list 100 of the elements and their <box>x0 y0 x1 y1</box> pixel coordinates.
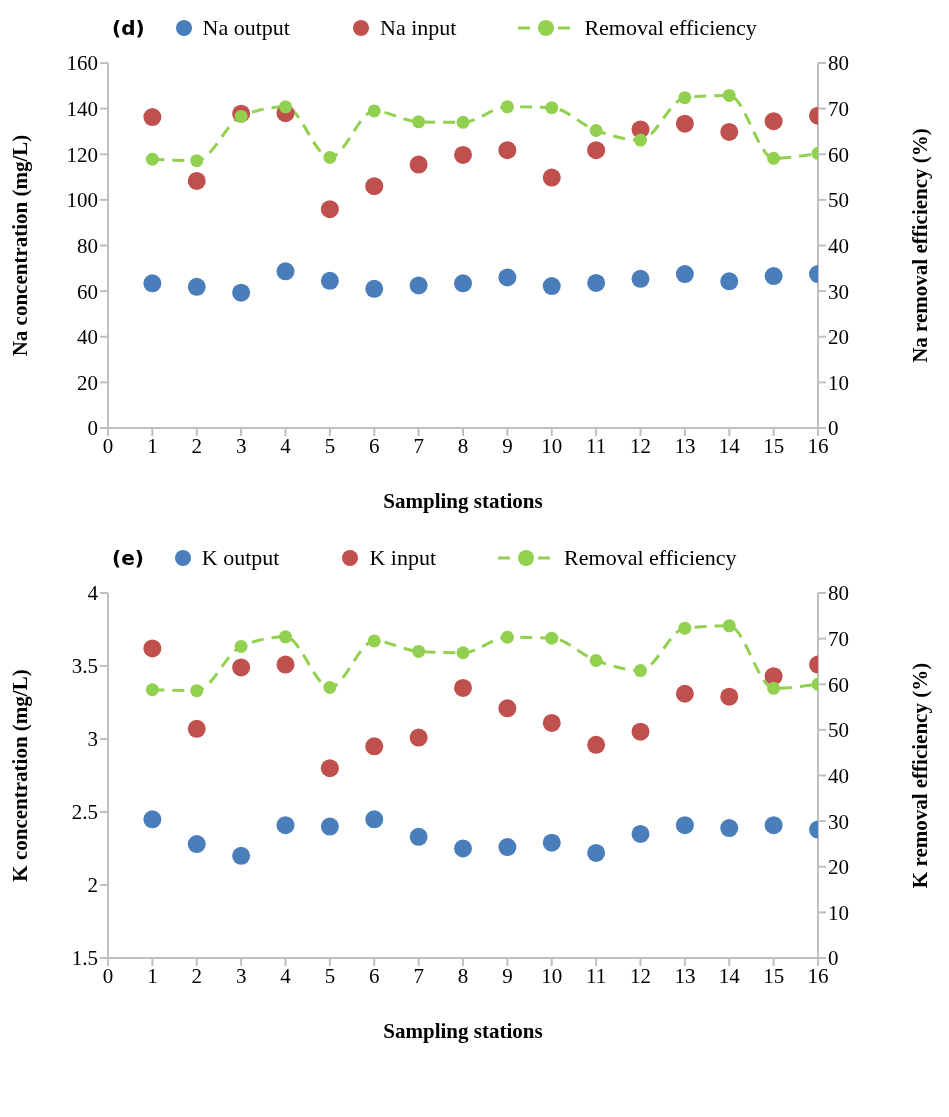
y-tick-label: 3.5 <box>71 654 98 679</box>
point <box>498 699 517 718</box>
point <box>767 151 781 165</box>
x-tick-label: 6 <box>369 963 380 988</box>
point <box>323 150 337 164</box>
point <box>542 713 561 732</box>
y2-tick-label: 0 <box>828 416 839 441</box>
point <box>454 145 472 164</box>
x-tick-label: 4 <box>280 963 292 988</box>
y2-tick-label: 20 <box>828 855 849 880</box>
x-tick-label: 10 <box>541 433 563 458</box>
x-tick-label: 12 <box>630 433 651 458</box>
x-tick-label: 4 <box>280 433 292 458</box>
x-tick-label: 11 <box>586 963 607 988</box>
point <box>232 658 251 677</box>
point <box>722 619 736 633</box>
point <box>143 274 162 293</box>
point <box>234 639 248 653</box>
point <box>409 155 428 174</box>
x-tick-label: 6 <box>369 433 380 458</box>
point <box>454 839 472 858</box>
point <box>500 630 514 644</box>
x-axis-title: Sampling stations <box>383 489 543 513</box>
point <box>190 154 204 168</box>
y2-tick-label: 10 <box>828 370 849 395</box>
point <box>542 168 561 187</box>
point <box>767 681 781 695</box>
x-tick-label: 16 <box>807 963 829 988</box>
point <box>365 177 384 196</box>
x-tick-label: 16 <box>807 433 829 458</box>
y2-tick-label: 40 <box>828 233 849 258</box>
point <box>675 816 694 835</box>
y-tick-label: 140 <box>66 97 98 122</box>
x-tick-label: 3 <box>235 963 247 988</box>
x-tick-label: 2 <box>191 433 202 458</box>
y2-tick-label: 30 <box>828 809 849 834</box>
y-tick-label: 2 <box>87 873 98 898</box>
point <box>675 114 694 133</box>
x-axis-title: Sampling stations <box>383 1019 543 1043</box>
point <box>678 621 692 635</box>
point <box>545 631 559 645</box>
y-tick-label: 120 <box>66 142 98 167</box>
y-tick-label: 2.5 <box>71 800 98 825</box>
y-tick-label: 80 <box>77 233 98 258</box>
y2-tick-label: 40 <box>828 763 849 788</box>
y-tick-label: 20 <box>77 370 98 395</box>
x-tick-label: 9 <box>502 963 513 988</box>
point <box>542 277 561 296</box>
point <box>409 276 428 295</box>
point <box>545 101 559 115</box>
y-axis-title: Na concentration (mg/L) <box>8 134 33 357</box>
y2-axis-title: Na removal efficiency (%) <box>908 128 933 363</box>
point <box>143 810 162 829</box>
point <box>631 722 650 741</box>
y-tick-label: 60 <box>77 279 98 304</box>
x-tick-label: 7 <box>413 963 424 988</box>
x-tick-label: 9 <box>502 433 513 458</box>
x-tick-label: 1 <box>147 963 158 988</box>
point <box>634 133 647 147</box>
point <box>279 100 292 114</box>
x-tick-label: 13 <box>674 433 696 458</box>
x-tick-label: 10 <box>541 963 563 988</box>
point <box>367 634 381 648</box>
point <box>187 277 206 296</box>
point <box>631 269 650 288</box>
point <box>409 827 428 846</box>
point <box>320 200 339 219</box>
point <box>412 115 426 129</box>
y2-tick-label: 0 <box>828 946 839 971</box>
y2-tick-label: 50 <box>828 188 849 213</box>
legend-label: K input <box>368 545 437 571</box>
x-tick-label: 1 <box>147 433 158 458</box>
point <box>232 846 251 865</box>
point <box>589 124 603 138</box>
point <box>409 728 428 747</box>
point <box>764 267 783 286</box>
point <box>456 646 470 660</box>
point <box>187 835 206 854</box>
y-tick-label: 100 <box>66 188 98 213</box>
point <box>456 115 470 129</box>
x-tick-label: 8 <box>457 963 469 988</box>
point <box>320 817 339 836</box>
point <box>587 843 606 862</box>
y2-tick-label: 60 <box>828 142 849 167</box>
x-tick-label: 11 <box>586 433 607 458</box>
legend-label: Na input <box>379 15 457 41</box>
point <box>720 122 739 141</box>
x-tick-label: 5 <box>324 963 336 988</box>
point <box>187 171 206 190</box>
y-axis-title: K concentration (mg/L) <box>8 669 33 882</box>
x-tick-label: 3 <box>235 433 247 458</box>
point <box>276 655 295 674</box>
y2-axis-title: K removal efficiency (%) <box>908 662 933 889</box>
y-tick-label: 0 <box>87 416 98 441</box>
point <box>143 639 162 658</box>
point <box>542 833 561 852</box>
x-tick-label: 2 <box>191 963 202 988</box>
y2-tick-label: 10 <box>828 900 849 925</box>
x-tick-label: 15 <box>763 963 785 988</box>
y2-tick-label: 70 <box>828 627 849 652</box>
